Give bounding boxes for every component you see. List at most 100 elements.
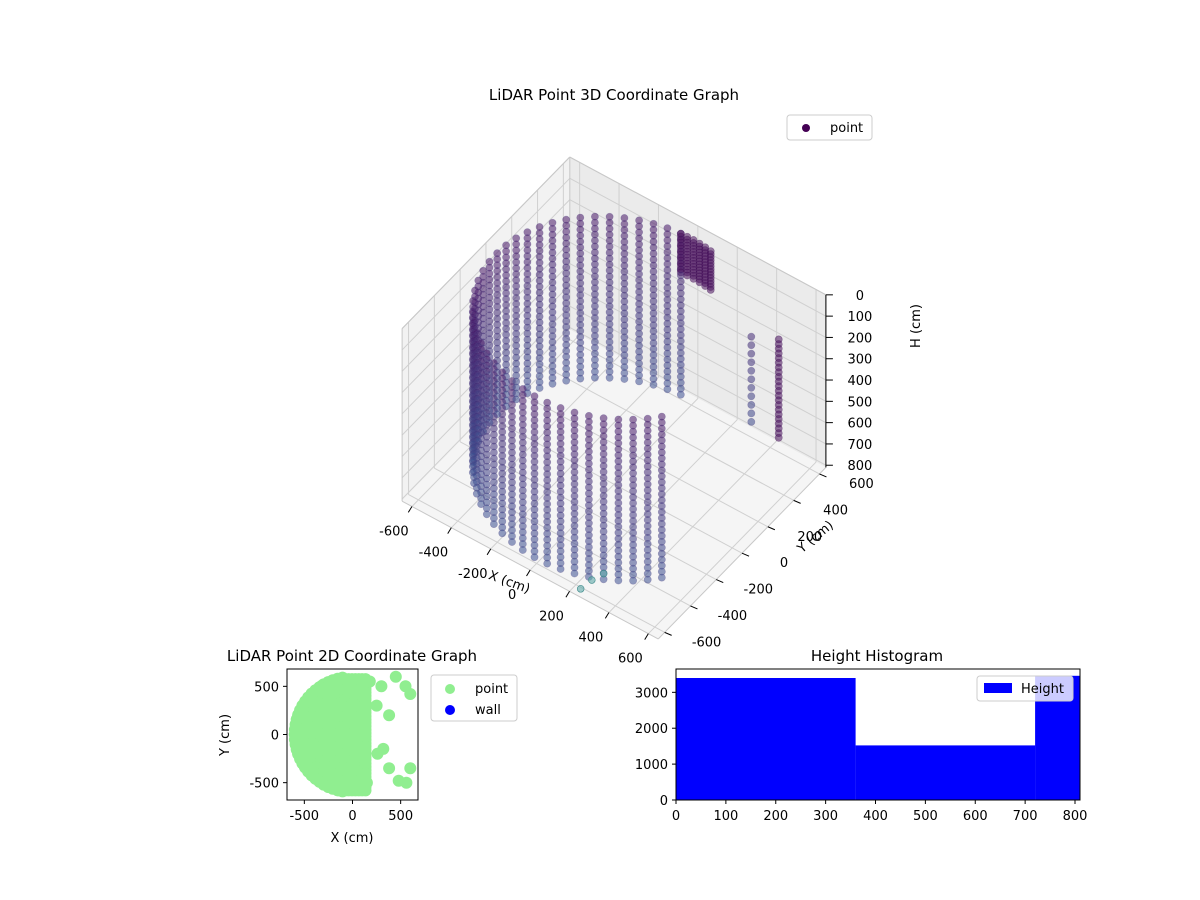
gridline-y-floor <box>537 362 794 501</box>
y-tick-label-histogram: 2000 <box>635 722 668 737</box>
x-tick-label-3d: 600 <box>618 652 643 667</box>
x-tick-3d <box>604 612 610 619</box>
y-tick-label-2d: -500 <box>249 777 279 792</box>
x-tick-label-2d: 500 <box>388 809 413 824</box>
scatter-point <box>389 670 402 683</box>
z-tick-label-3d: 500 <box>847 395 872 410</box>
scatter-point <box>383 762 396 775</box>
x-tick-label-histogram: 100 <box>713 809 738 824</box>
data-point <box>747 332 756 341</box>
histogram-ticks: 0 100 200 300 400 500 600 700 800 0 1000 2000 3000 <box>635 686 1088 824</box>
x-tick-label-histogram: 300 <box>813 809 838 824</box>
chart-title-3d: LiDAR Point 3D Coordinate Graph <box>489 86 739 104</box>
y-tick-label-2d: 0 <box>271 729 279 744</box>
legend-box-3d <box>786 114 873 141</box>
z-tick-label-3d: 0 <box>856 289 864 304</box>
2d-points <box>288 670 417 798</box>
3d-ticks: -600-400-2000200400600-600-400-200020040… <box>379 289 874 667</box>
x-tick-label-histogram: 700 <box>1013 809 1038 824</box>
data-point <box>605 373 614 382</box>
scatter-point <box>404 688 417 700</box>
chart-title-2d: LiDAR Point 2D Coordinate Graph <box>227 647 477 665</box>
data-point <box>676 390 685 399</box>
chart-title-histogram: Height Histogram <box>811 647 943 665</box>
legend-marker-point <box>802 124 810 132</box>
z-tick-label-3d: 400 <box>847 374 872 389</box>
data-point <box>629 576 637 585</box>
y-tick-label-3d: 200 <box>797 530 822 545</box>
x-tick-label-histogram: 600 <box>963 809 988 824</box>
z-tick-label-3d: 700 <box>847 438 872 453</box>
x-axis-label-2d: X (cm) <box>331 831 374 846</box>
x-tick-3d <box>644 633 649 640</box>
y-tick-label-3d: 600 <box>849 477 874 492</box>
data-point <box>614 576 623 585</box>
data-point <box>576 374 585 383</box>
histogram-bar <box>676 678 856 800</box>
data-point <box>489 520 498 528</box>
gridline-y-floor <box>408 494 665 633</box>
data-point <box>663 385 672 394</box>
x-tick-label-3d: 200 <box>539 609 564 624</box>
data-point <box>643 575 652 584</box>
z-tick-label-3d: 200 <box>847 331 872 346</box>
legend-marker-point-2d <box>445 684 455 694</box>
scatter-point <box>336 785 349 798</box>
x-tick-label-histogram: 0 <box>672 809 680 824</box>
data-point <box>747 366 756 375</box>
data-point <box>620 375 629 383</box>
y-tick-3d <box>793 499 801 504</box>
data-point <box>747 409 756 418</box>
y-tick-label-2d: 500 <box>254 680 279 695</box>
data-point <box>548 379 557 388</box>
y-axis-label-2d: Y (cm) <box>218 714 233 757</box>
z-tick-label-3d: 600 <box>847 417 872 432</box>
data-point <box>747 392 756 401</box>
scatter-point <box>404 762 417 775</box>
scatter-point <box>360 776 373 789</box>
x-tick-3d <box>407 506 413 513</box>
gridline-z-right <box>569 220 827 360</box>
data-point <box>576 585 585 593</box>
legend-marker-wall-2d <box>445 705 455 715</box>
z-axis-label-3d: H (cm) <box>909 304 924 348</box>
data-point <box>518 546 527 554</box>
y-tick-3d <box>819 473 827 478</box>
x-tick-3d <box>526 569 531 577</box>
legend-swatch-height <box>984 683 1012 693</box>
histogram-chart: Height Histogram 0 100 200 300 400 500 600 700 8… <box>635 647 1088 824</box>
y-tick-label-3d: -600 <box>692 635 722 650</box>
data-point <box>588 576 596 584</box>
x-tick-label-histogram: 400 <box>863 809 888 824</box>
y-tick-3d <box>741 552 750 557</box>
data-point <box>498 529 507 538</box>
y-tick-3d <box>767 526 776 531</box>
gridline-z-left <box>401 177 571 351</box>
x-tick-label-3d: 400 <box>578 631 603 646</box>
y-tick-label-3d: -200 <box>744 583 774 598</box>
x-tick-label-2d: 0 <box>348 809 356 824</box>
data-point <box>591 373 599 382</box>
scatter2d-chart: LiDAR Point 2D Coordinate Graph -500 0 500… <box>218 647 518 846</box>
data-point <box>706 285 715 294</box>
y-tick-3d <box>690 605 698 610</box>
scatter-point <box>375 680 388 693</box>
y-tick-label-3d: 0 <box>780 556 788 571</box>
data-point <box>508 538 516 546</box>
data-point <box>747 349 756 358</box>
legend-label-wall-2d: wall <box>475 703 501 718</box>
x-tick-label-2d: -500 <box>290 809 320 824</box>
data-point <box>556 565 565 573</box>
legend-label-point: point <box>830 121 863 136</box>
legend-label-height: Height <box>1021 682 1064 697</box>
z-tick-label-3d: 300 <box>847 353 872 368</box>
y-tick-label-3d: -400 <box>718 609 748 624</box>
x-tick-label-3d: -200 <box>458 567 488 582</box>
x-tick-3d <box>447 527 452 534</box>
data-point <box>599 569 608 578</box>
scatter-point <box>371 747 384 760</box>
legend-2d: point wall <box>430 674 518 722</box>
gridline-y-floor <box>563 335 820 475</box>
scatter-point <box>400 776 413 789</box>
